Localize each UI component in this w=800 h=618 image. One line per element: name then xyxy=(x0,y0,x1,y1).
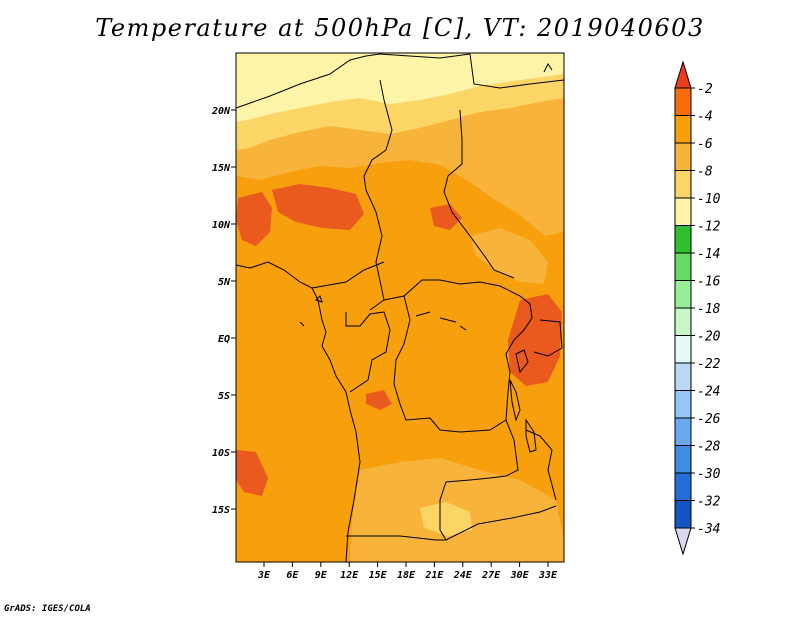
colorbar-label: -28 xyxy=(697,440,721,455)
lon-tick-label: 12E xyxy=(340,570,359,581)
lon-tick-label: 9E xyxy=(315,570,328,581)
colorbar-label: -6 xyxy=(697,137,713,152)
colorbar-label: -4 xyxy=(697,110,713,125)
colorbar-segment xyxy=(674,362,692,391)
country-borders xyxy=(235,53,565,563)
lon-tick-label: 24E xyxy=(453,570,473,581)
colorbar-top-arrow xyxy=(674,60,692,89)
colorbar-bottom-arrow xyxy=(674,527,692,556)
map-panel xyxy=(235,52,565,563)
colorbar-segment xyxy=(674,307,692,336)
field-warm-sahel-west xyxy=(236,192,272,246)
colorbar-label: -14 xyxy=(697,247,720,262)
colorbar-label: -34 xyxy=(697,522,720,537)
colorbar-segment xyxy=(674,445,692,474)
lat-tick-label: 5S xyxy=(218,391,230,402)
colorbar-label: -16 xyxy=(697,275,721,290)
lat-tick-label: 15N xyxy=(212,163,231,174)
colorbar-segment xyxy=(674,472,692,501)
field-warm-atlantic xyxy=(236,450,268,496)
lon-tick-label: 27E xyxy=(481,570,501,581)
colorbar-label: -12 xyxy=(697,220,721,235)
colorbar-label: -10 xyxy=(697,192,721,207)
field-warm-lakes xyxy=(508,294,562,386)
lon-tick-label: 18E xyxy=(397,570,416,581)
colorbar-label: -18 xyxy=(697,302,721,317)
lat-tick-label: 10S xyxy=(212,448,230,459)
lon-tick-label: 3E xyxy=(257,570,271,581)
lon-tick-label: 21E xyxy=(424,570,444,581)
colorbar-segment xyxy=(674,197,692,226)
lat-tick-label: 15S xyxy=(212,505,230,516)
colorbar-segment xyxy=(674,87,692,116)
field-cool-patch xyxy=(420,502,472,536)
colorbar-segment xyxy=(674,500,692,529)
colorbar-label: -22 xyxy=(697,357,721,372)
colorbar-segment xyxy=(674,280,692,309)
lon-tick-label: 15E xyxy=(369,570,388,581)
colorbar-label: -8 xyxy=(697,165,713,180)
colorbar-label: -24 xyxy=(697,385,720,400)
lon-tick-label: 33E xyxy=(538,570,558,581)
lakes xyxy=(299,295,537,453)
colorbar-segment xyxy=(674,142,692,171)
colorbar-label: -32 xyxy=(697,495,721,510)
colorbar-segment xyxy=(674,252,692,281)
colorbar-segment xyxy=(674,335,692,364)
colorbar: -2 -4 -6 -8 -10 -12 -14 -16 -18 -20 -22 -24 -26 -28 -3… xyxy=(674,60,721,556)
map-frame xyxy=(235,52,565,563)
colorbar-segment xyxy=(674,170,692,199)
colorbar-label: -30 xyxy=(697,467,721,482)
colorbar-segment xyxy=(674,390,692,419)
colorbar-segment xyxy=(674,115,692,144)
field-warm-angola xyxy=(366,390,392,410)
colorbar-label: -26 xyxy=(697,412,721,427)
field-mild-east xyxy=(470,228,548,284)
field-coolest-north xyxy=(236,53,564,122)
field-warm-chad xyxy=(430,204,462,230)
field-warm-sahel-center xyxy=(272,184,364,230)
longitude-axis: 3E 6E 9E 12E 15E 18E 21E 24E 27E 30E 33E xyxy=(257,562,558,581)
colorbar-segment xyxy=(674,417,692,446)
chart-title: Temperature at 500hPa [C], VT: 201904060… xyxy=(95,14,705,42)
colorbar-label: -20 xyxy=(697,330,721,345)
lat-tick-label: 5N xyxy=(218,277,231,288)
latitude-axis: 20N 15N 10N 5N EQ 5S 10S 15S xyxy=(211,106,236,516)
lon-tick-label: 30E xyxy=(510,570,530,581)
lat-tick-label: EQ xyxy=(218,334,230,345)
lat-tick-label: 20N xyxy=(211,106,231,117)
lon-tick-label: 6E xyxy=(286,570,299,581)
colorbar-label: -2 xyxy=(697,82,713,97)
lat-tick-label: 10N xyxy=(212,220,231,231)
grads-credit: GrADS: IGES/COLA xyxy=(4,604,91,614)
colorbar-segment xyxy=(674,225,692,254)
